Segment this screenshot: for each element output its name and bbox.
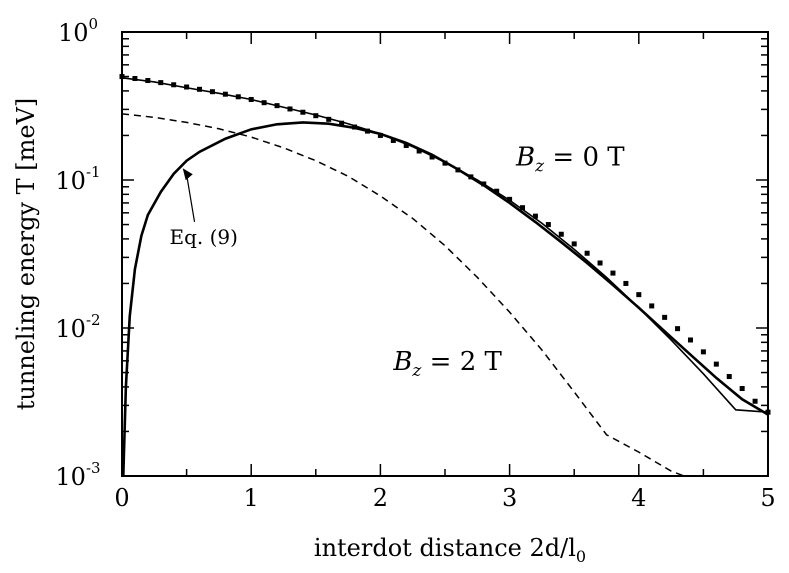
- data-point-square: [184, 84, 190, 90]
- annotation-eq9: Eq. (9): [170, 225, 238, 249]
- y-tick-base: 10: [55, 315, 86, 343]
- x-tick-label: 1: [244, 484, 259, 512]
- data-point-square: [507, 196, 513, 202]
- annotation-value: = 2 T: [421, 347, 502, 377]
- data-point-square: [494, 188, 500, 194]
- annotation-bz2: Bz = 2 T: [392, 347, 502, 381]
- data-point-square: [158, 80, 164, 86]
- y-tick-exponent: 0: [89, 15, 99, 33]
- data-point-square: [248, 96, 254, 102]
- data-point-square: [403, 143, 409, 149]
- y-axis-title: tunneling energy T [meV]: [12, 98, 40, 411]
- data-point-square: [274, 103, 280, 109]
- data-point-square: [765, 409, 771, 415]
- data-point-square: [571, 241, 577, 247]
- data-point-square: [700, 349, 706, 355]
- data-point-square: [416, 148, 422, 154]
- data-point-square: [623, 280, 629, 286]
- data-point-square: [429, 154, 435, 160]
- data-point-square: [339, 120, 345, 126]
- curve-eq9: [121, 121, 769, 477]
- data-point-square: [300, 109, 306, 115]
- annotation-subscript: z: [534, 157, 545, 177]
- data-point-square: [545, 222, 551, 228]
- data-point-square: [209, 89, 215, 95]
- annotation-arrow-line: [186, 175, 196, 223]
- data-point-square: [235, 94, 241, 100]
- annotation-value: = 0 T: [544, 143, 625, 173]
- data-point-square: [584, 250, 590, 256]
- data-point-square: [520, 205, 526, 211]
- x-tick-label: 4: [631, 484, 646, 512]
- y-tick-exponent: -3: [86, 459, 101, 477]
- data-point-square: [287, 106, 293, 112]
- y-tick-label: 10-2: [55, 311, 100, 343]
- data-point-square: [377, 132, 383, 138]
- data-point-square: [171, 82, 177, 88]
- curves: [119, 74, 771, 477]
- data-point-square: [636, 292, 642, 298]
- annotation-symbol: B: [392, 347, 412, 377]
- annotation-subscript: z: [411, 361, 422, 381]
- data-point-square: [132, 76, 138, 82]
- y-tick-base: 10: [58, 19, 89, 47]
- data-point-square: [726, 374, 732, 380]
- data-point-square: [675, 326, 681, 332]
- x-axis-title: interdot distance 2d/l0: [314, 534, 586, 566]
- x-tick-label: 3: [502, 484, 517, 512]
- data-point-square: [597, 260, 603, 266]
- data-point-square: [222, 91, 228, 97]
- data-point-square: [313, 113, 319, 119]
- data-point-square: [390, 137, 396, 143]
- x-tick-label: 5: [760, 484, 775, 512]
- curve-bz2-dashed: [121, 113, 685, 477]
- annotation-bz0: Bz = 0 T: [515, 143, 625, 177]
- data-point-square: [649, 303, 655, 309]
- data-point-square: [119, 74, 125, 80]
- data-point-square: [662, 314, 668, 320]
- y-tick-exponent: -2: [86, 311, 101, 329]
- data-point-square: [197, 86, 203, 92]
- y-tick-base: 10: [55, 463, 86, 491]
- data-point-square: [261, 100, 267, 106]
- data-point-square: [687, 337, 693, 343]
- tick-marks: [121, 31, 769, 477]
- plot-frame: [121, 31, 769, 477]
- y-tick-label: 100: [58, 15, 98, 47]
- data-point-square: [145, 78, 151, 84]
- annotation-symbol: B: [515, 143, 535, 173]
- data-point-square: [532, 213, 538, 219]
- y-tick-base: 10: [55, 167, 86, 195]
- data-point-square: [752, 398, 758, 404]
- y-tick-exponent: -1: [86, 163, 101, 181]
- annotation-arrow-head: [182, 168, 193, 181]
- data-point-square: [610, 270, 616, 276]
- data-point-square: [326, 116, 332, 122]
- y-tick-label: 10-1: [55, 163, 100, 195]
- x-tick-label: 2: [373, 484, 388, 512]
- data-point-square: [558, 231, 564, 237]
- data-point-square: [713, 361, 719, 367]
- annotations: Eq. (9)Bz = 0 TBz = 2 T: [170, 143, 626, 381]
- x-tick-label: 0: [114, 484, 129, 512]
- y-tick-label: 10-3: [55, 459, 100, 491]
- data-point-square: [739, 386, 745, 392]
